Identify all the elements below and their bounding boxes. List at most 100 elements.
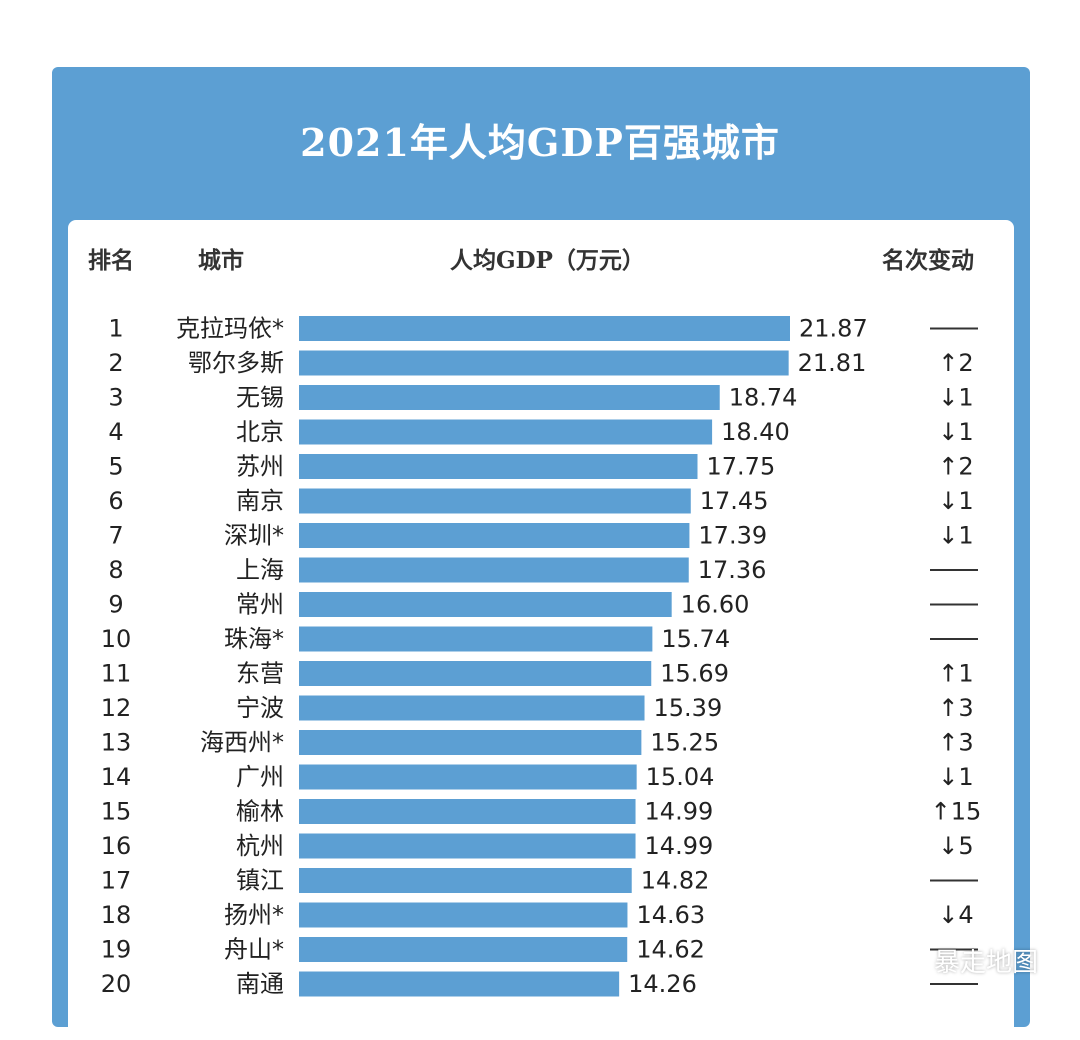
header-change: 名次变动 <box>882 247 974 274</box>
bar <box>299 592 672 617</box>
rank-label: 12 <box>101 694 132 722</box>
change-label: ↑1 <box>938 660 973 688</box>
data-label: 15.74 <box>661 625 730 653</box>
change-label: ↑2 <box>938 349 973 377</box>
rank-label: 10 <box>101 625 132 653</box>
change-label: ↓1 <box>938 384 973 412</box>
change-label: ↓1 <box>938 522 973 550</box>
bar <box>299 937 628 962</box>
data-label: 16.60 <box>681 591 750 619</box>
rank-label: 11 <box>101 660 132 688</box>
data-label: 17.36 <box>698 556 767 584</box>
data-label: 17.75 <box>707 453 776 481</box>
watermark: 暴走地图 <box>880 940 1038 980</box>
city-label: 克拉玛依* <box>176 315 284 343</box>
rank-label: 5 <box>108 453 123 481</box>
city-label: 珠海* <box>224 625 284 653</box>
rank-label: 15 <box>101 798 132 826</box>
bar <box>299 350 789 376</box>
bar <box>299 488 691 514</box>
data-label: 14.99 <box>645 798 714 826</box>
city-label: 舟山* <box>224 936 284 964</box>
header-value: 人均GDP（万元） <box>450 247 645 274</box>
bar <box>299 695 645 721</box>
city-label: 杭州 <box>236 832 284 860</box>
city-label: 北京 <box>236 418 284 446</box>
header-rank: 排名 <box>88 247 134 274</box>
wechat-icon <box>881 943 926 976</box>
bar <box>299 868 632 893</box>
change-label: ↓1 <box>938 487 973 515</box>
bar <box>299 626 653 652</box>
bar <box>299 316 790 341</box>
bar <box>299 419 713 445</box>
city-label: 深圳* <box>224 522 284 550</box>
rank-label: 9 <box>108 591 123 619</box>
rank-label: 4 <box>108 418 123 446</box>
data-label: 15.69 <box>660 660 729 688</box>
data-label: 14.63 <box>636 901 705 929</box>
change-label: ↓4 <box>938 901 973 929</box>
city-label: 常州 <box>236 591 284 619</box>
header-city: 城市 <box>198 247 244 274</box>
change-label: ↓1 <box>938 418 973 446</box>
city-label: 榆林 <box>236 798 284 826</box>
change-label: ↓1 <box>938 763 973 791</box>
data-label: 21.81 <box>798 349 867 377</box>
change-label: ↑2 <box>938 453 973 481</box>
bar <box>299 971 620 997</box>
bar-chart: 1 克拉玛依* 21.87 2 鄂尔多斯 21.81 ↑2 3 无锡 18.74 ↓1 4 北京 18.4… <box>101 315 982 999</box>
rank-label: 20 <box>101 970 132 998</box>
data-label: 17.45 <box>700 487 769 515</box>
city-label: 苏州 <box>236 453 284 481</box>
data-label: 17.39 <box>698 522 767 550</box>
rank-label: 2 <box>108 349 123 377</box>
bar <box>299 523 690 548</box>
data-label: 15.25 <box>650 729 719 757</box>
bar <box>299 799 636 824</box>
data-label: 15.39 <box>654 694 723 722</box>
city-label: 鄂尔多斯 <box>188 349 284 377</box>
city-label: 东营 <box>236 660 284 688</box>
change-label: ↑3 <box>938 729 973 757</box>
bar <box>299 902 628 928</box>
data-label: 14.82 <box>641 867 710 895</box>
rank-label: 6 <box>108 487 123 515</box>
city-label: 南京 <box>236 487 284 515</box>
data-label: 18.40 <box>721 418 790 446</box>
bar <box>299 833 636 859</box>
bar <box>299 385 720 410</box>
bar <box>299 454 698 479</box>
change-label: ↑3 <box>938 694 973 722</box>
rank-label: 16 <box>101 832 132 860</box>
data-label: 14.26 <box>628 970 697 998</box>
rank-label: 19 <box>101 936 132 964</box>
watermark-text: 暴走地图 <box>934 947 1039 978</box>
city-label: 镇江 <box>236 867 284 895</box>
change-label: ↓5 <box>938 832 973 860</box>
data-label: 15.04 <box>646 763 715 791</box>
city-label: 海西州* <box>200 729 284 757</box>
bar <box>299 557 689 583</box>
city-label: 宁波 <box>236 694 284 722</box>
rank-label: 1 <box>108 315 123 343</box>
bar <box>299 661 652 686</box>
bar <box>299 764 637 790</box>
change-label: ↑15 <box>931 798 982 826</box>
data-label: 14.62 <box>636 936 705 964</box>
city-label: 扬州* <box>224 901 284 929</box>
bar <box>299 730 642 755</box>
data-label: 14.99 <box>645 832 714 860</box>
rank-label: 17 <box>101 867 132 895</box>
rank-label: 14 <box>101 763 132 791</box>
rank-label: 13 <box>101 729 132 757</box>
city-label: 无锡 <box>236 384 284 412</box>
city-label: 南通 <box>236 970 284 998</box>
rank-label: 3 <box>108 384 123 412</box>
data-label: 21.87 <box>799 315 868 343</box>
city-label: 广州 <box>236 763 284 791</box>
city-label: 上海 <box>236 556 284 584</box>
rank-label: 7 <box>108 522 123 550</box>
data-label: 18.74 <box>729 384 798 412</box>
rank-label: 18 <box>101 901 132 929</box>
